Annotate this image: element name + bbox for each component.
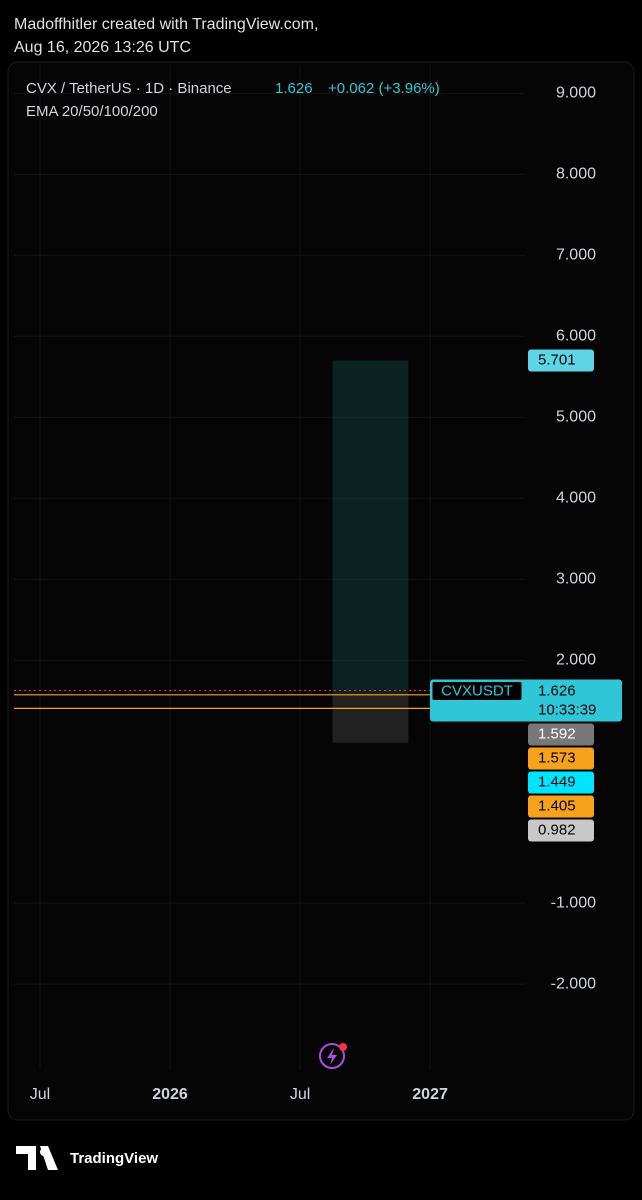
x-tick-label: Jul	[30, 1086, 50, 1103]
attribution: Madoffhitler created with TradingView.co…	[14, 16, 318, 33]
plot	[14, 65, 525, 1070]
target-zone	[332, 360, 409, 694]
logo-dot	[40, 1148, 48, 1156]
price-label: 5.701	[538, 351, 576, 368]
x-tick-label: 2027	[412, 1086, 448, 1103]
y-tick-label: -1.000	[551, 894, 596, 911]
price-label-box	[528, 747, 594, 770]
logo: TradingView	[16, 1146, 158, 1170]
change: +0.062 (+3.96%)	[328, 80, 440, 97]
x-tick-label: Jul	[290, 1086, 310, 1103]
last-price: 1.626	[275, 80, 313, 97]
timestamp: Aug 16, 2026 13:26 UTC	[14, 39, 191, 56]
price-label-box	[528, 349, 594, 372]
indicator: EMA 20/50/100/200	[26, 103, 158, 120]
price-label-box	[528, 771, 594, 794]
symbol-box	[431, 681, 523, 702]
countdown-label: 10:33:39	[538, 701, 596, 718]
price-label-box	[528, 795, 594, 818]
stop-zone	[332, 693, 409, 743]
y-tick-label: 5.000	[556, 408, 596, 425]
y-tick-label: 6.000	[556, 328, 596, 345]
chart-frame	[7, 61, 635, 1121]
logo-text: TradingView	[70, 1150, 158, 1167]
y-tick-label: 7.000	[556, 247, 596, 264]
y-tick-label: 8.000	[556, 166, 596, 183]
price-label-box	[528, 723, 594, 746]
alert-icon[interactable]	[319, 1043, 345, 1069]
price-label: 1.405	[538, 797, 576, 814]
alert-dot	[339, 1043, 347, 1051]
price-label: 0.982	[538, 821, 576, 838]
chart-title: CVX / TetherUS · 1D · Binance	[26, 80, 232, 97]
alert-bolt	[327, 1048, 337, 1065]
y-tick-label: 9.000	[556, 85, 596, 102]
price-label: 1.449	[538, 773, 576, 790]
y-tick-label: 2.000	[556, 651, 596, 668]
price-label-box	[528, 819, 594, 842]
x-tick-label: 2026	[152, 1086, 188, 1103]
y-tick-label: 3.000	[556, 570, 596, 587]
y-tick-label: 4.000	[556, 489, 596, 506]
price-label: 1.626	[538, 682, 576, 699]
y-tick-label: -2.000	[551, 975, 596, 992]
price-label: 1.592	[538, 725, 576, 742]
price-label: 1.573	[538, 749, 576, 766]
symbol-label: CVXUSDT	[441, 682, 513, 699]
